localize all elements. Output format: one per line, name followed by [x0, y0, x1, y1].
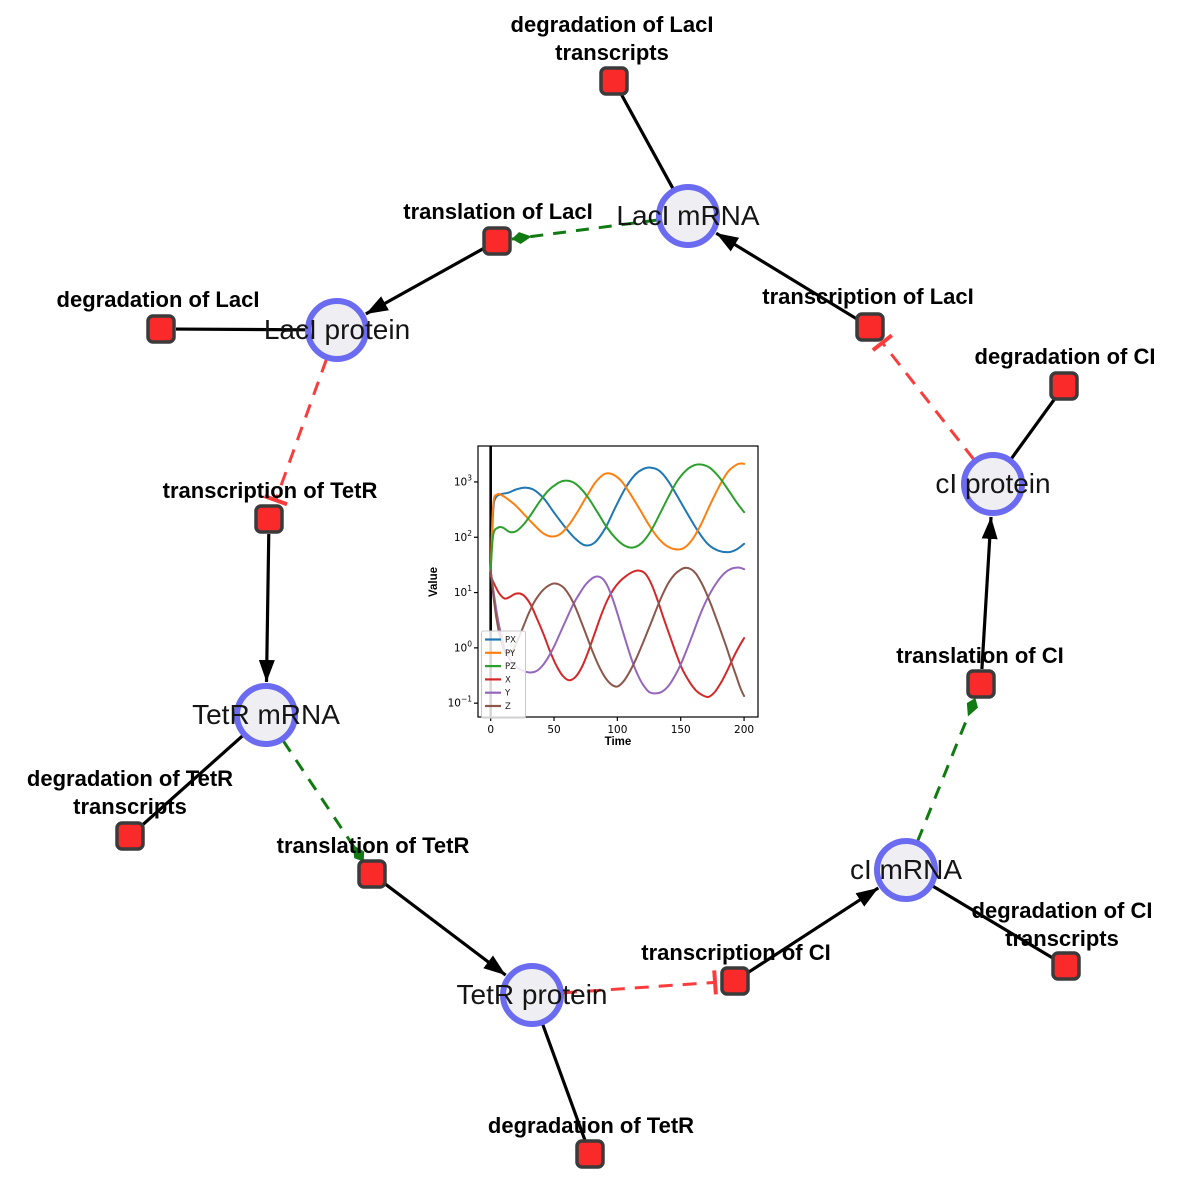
species-node-TetR_protein[interactable] [500, 963, 564, 1027]
species-node-cI_protein[interactable] [961, 452, 1025, 516]
chart-x-axis-label: Time [604, 736, 632, 748]
x-tick-label: 200 [734, 724, 754, 736]
chart-series-X [489, 569, 746, 699]
reaction-node-degradation_of_LacI_transcripts[interactable] [599, 66, 629, 96]
edge-consumption-LacI_mRNA-to-degradation_of_LacI_transcripts [619, 93, 675, 190]
species-node-LacI_mRNA[interactable] [656, 184, 720, 248]
chart-series-PZ [489, 463, 746, 572]
y-tick-label: 102 [454, 529, 472, 544]
reaction-node-degradation_of_LacI[interactable] [146, 314, 176, 344]
x-tick-label: 0 [487, 724, 494, 736]
chart-plot-area: 0 50 100 150 200 10−1 100 101 102 103 PX PY PZ XYZ [448, 445, 759, 736]
y-tick-label: 10−1 [448, 695, 473, 710]
legend-label-PX: PX [505, 636, 516, 646]
y-tick-label: 101 [454, 584, 472, 599]
legend-label-Y: Y [504, 689, 511, 699]
edge-inhibition-cI_protein-to-transcription_of_LacI [871, 333, 976, 461]
species-node-LacI_protein[interactable] [305, 298, 369, 362]
reaction-node-degradation_of_TetR[interactable] [575, 1139, 605, 1169]
reaction-node-transcription_of_LacI[interactable] [855, 312, 885, 342]
edge-modifier-TetR_mRNA-to-translation_of_TetR [281, 739, 365, 863]
species-node-TetR_mRNA[interactable] [234, 683, 298, 747]
edge-production-translation_of_CI-to-cI_protein [980, 516, 998, 670]
edge-production-transcription_of_LacI-to-LacI_mRNA [715, 231, 859, 321]
reaction-node-translation_of_LacI[interactable] [482, 226, 512, 256]
chart-series-PX [489, 466, 746, 572]
reaction-node-transcription_of_CI[interactable] [720, 966, 750, 996]
species-node-cI_mRNA[interactable] [874, 838, 938, 902]
reaction-node-degradation_of_CI_transcripts[interactable] [1051, 951, 1081, 981]
edge-modifier-LacI_mRNA-to-translation_of_LacI [511, 218, 658, 244]
reaction-node-degradation_of_CI[interactable] [1049, 371, 1079, 401]
legend-label-PZ: PZ [505, 662, 516, 672]
time-series-chart: 0 50 100 150 200 10−1 100 101 102 103 PX PY PZ X Y Z Ti… [425, 432, 777, 764]
reaction-node-transcription_of_TetR[interactable] [254, 504, 284, 534]
chart-y-axis-label: Value [428, 566, 440, 598]
edge-inhibition-LacI_protein-to-transcription_of_TetR [263, 358, 328, 507]
edge-production-transcription_of_TetR-to-TetR_mRNA [258, 533, 275, 683]
y-tick-label: 100 [454, 639, 472, 654]
reaction-node-degradation_of_TetR_transcripts[interactable] [115, 821, 145, 851]
edge-production-translation_of_TetR-to-TetR_protein [382, 881, 507, 977]
x-tick-label: 100 [607, 724, 627, 736]
legend-label-Z: Z [505, 702, 511, 712]
edge-production-translation_of_LacI-to-LacI_protein [365, 246, 485, 316]
edge-modifier-cI_mRNA-to-translation_of_CI [916, 697, 978, 842]
edge-consumption-LacI_protein-to-degradation_of_LacI [175, 327, 307, 332]
reaction-node-translation_of_CI[interactable] [966, 669, 996, 699]
edge-consumption-cI_mRNA-to-degradation_of_CI_transcripts [931, 884, 1054, 960]
legend-label-PY: PY [505, 649, 516, 659]
legend-label-X: X [505, 675, 511, 685]
edge-consumption-cI_protein-to-degradation_of_CI [1009, 397, 1057, 460]
x-tick-label: 150 [671, 724, 691, 736]
edge-consumption-TetR_protein-to-degradation_of_TetR [541, 1023, 587, 1141]
chart-series-Z [489, 566, 746, 697]
x-tick-label: 50 [547, 724, 560, 736]
edge-consumption-TetR_mRNA-to-degradation_of_TetR_transcripts [140, 734, 244, 828]
reaction-node-translation_of_TetR[interactable] [357, 859, 387, 889]
edge-production-transcription_of_CI-to-cI_mRNA [746, 886, 880, 975]
chart-legend: PX PY PZ XYZ [481, 630, 526, 719]
y-tick-label: 103 [454, 473, 472, 488]
chart-series-PY [489, 462, 746, 572]
edge-inhibition-TetR_protein-to-transcription_of_CI [562, 970, 718, 995]
